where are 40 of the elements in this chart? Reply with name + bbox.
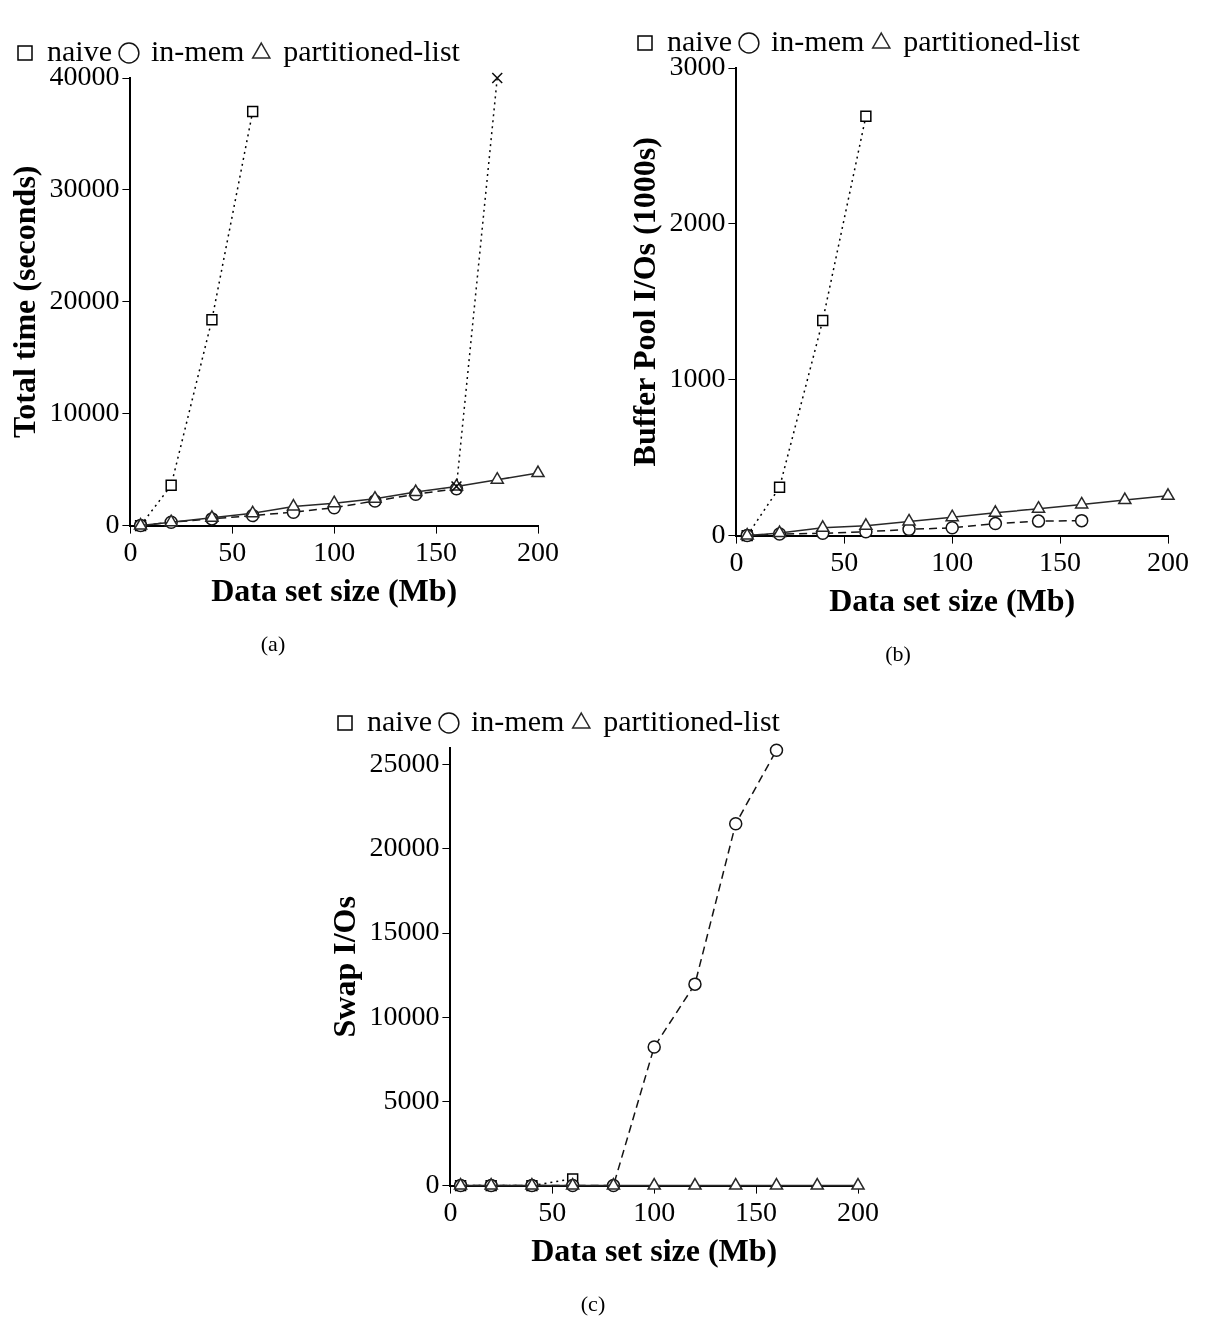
- x-tick-label: 50: [830, 545, 859, 577]
- x-tick-label: 100: [313, 535, 356, 567]
- x-tick-label: 50: [538, 1195, 567, 1227]
- x-tick-label: 150: [1039, 545, 1082, 577]
- x-tick-label: 150: [735, 1195, 778, 1227]
- y-tick-label: 15000: [369, 915, 440, 947]
- legend-label: in-mem: [770, 23, 865, 57]
- legend-label: in-mem: [150, 33, 245, 67]
- x-tick-label: 100: [931, 545, 974, 577]
- y-axis-title: Buffer Pool I/Os (1000s): [626, 137, 663, 467]
- y-axis-title: Total time (seconds): [6, 165, 43, 439]
- y-axis-title: Swap I/Os: [326, 896, 363, 1038]
- y-tick-label: 5000: [383, 1083, 440, 1115]
- y-tick-label: 30000: [49, 172, 120, 204]
- x-tick-label: 200: [517, 535, 559, 567]
- y-tick-label: 25000: [369, 747, 440, 779]
- y-tick-label: 1000: [669, 362, 726, 394]
- y-tick-label: 0: [425, 1167, 440, 1199]
- x-axis-title: Data set size (Mb): [829, 581, 1076, 618]
- text: (b): [885, 640, 911, 666]
- y-tick-label: 0: [105, 507, 120, 539]
- legend-label: partitioned-list: [283, 33, 461, 67]
- x-axis-title: Data set size (Mb): [211, 571, 458, 608]
- y-tick-label: 10000: [49, 396, 120, 428]
- y-tick-label: 10000: [369, 999, 440, 1031]
- x-axis-title: Data set size (Mb): [531, 1231, 778, 1268]
- x-tick-label: 200: [1147, 545, 1189, 577]
- x-tick-label: 150: [415, 535, 458, 567]
- text: (a): [260, 630, 286, 656]
- y-tick-label: 20000: [369, 831, 440, 863]
- y-tick-label: 20000: [49, 284, 120, 316]
- x-tick-label: 50: [218, 535, 247, 567]
- legend-label: in-mem: [470, 703, 565, 737]
- legend-label: partitioned-list: [903, 23, 1081, 57]
- text: (c): [580, 1290, 606, 1316]
- legend-label: partitioned-list: [603, 703, 781, 737]
- x-tick-label: 100: [633, 1195, 676, 1227]
- y-tick-label: 2000: [669, 206, 726, 238]
- x-tick-label: 200: [837, 1195, 879, 1227]
- legend-label: naive: [367, 703, 432, 737]
